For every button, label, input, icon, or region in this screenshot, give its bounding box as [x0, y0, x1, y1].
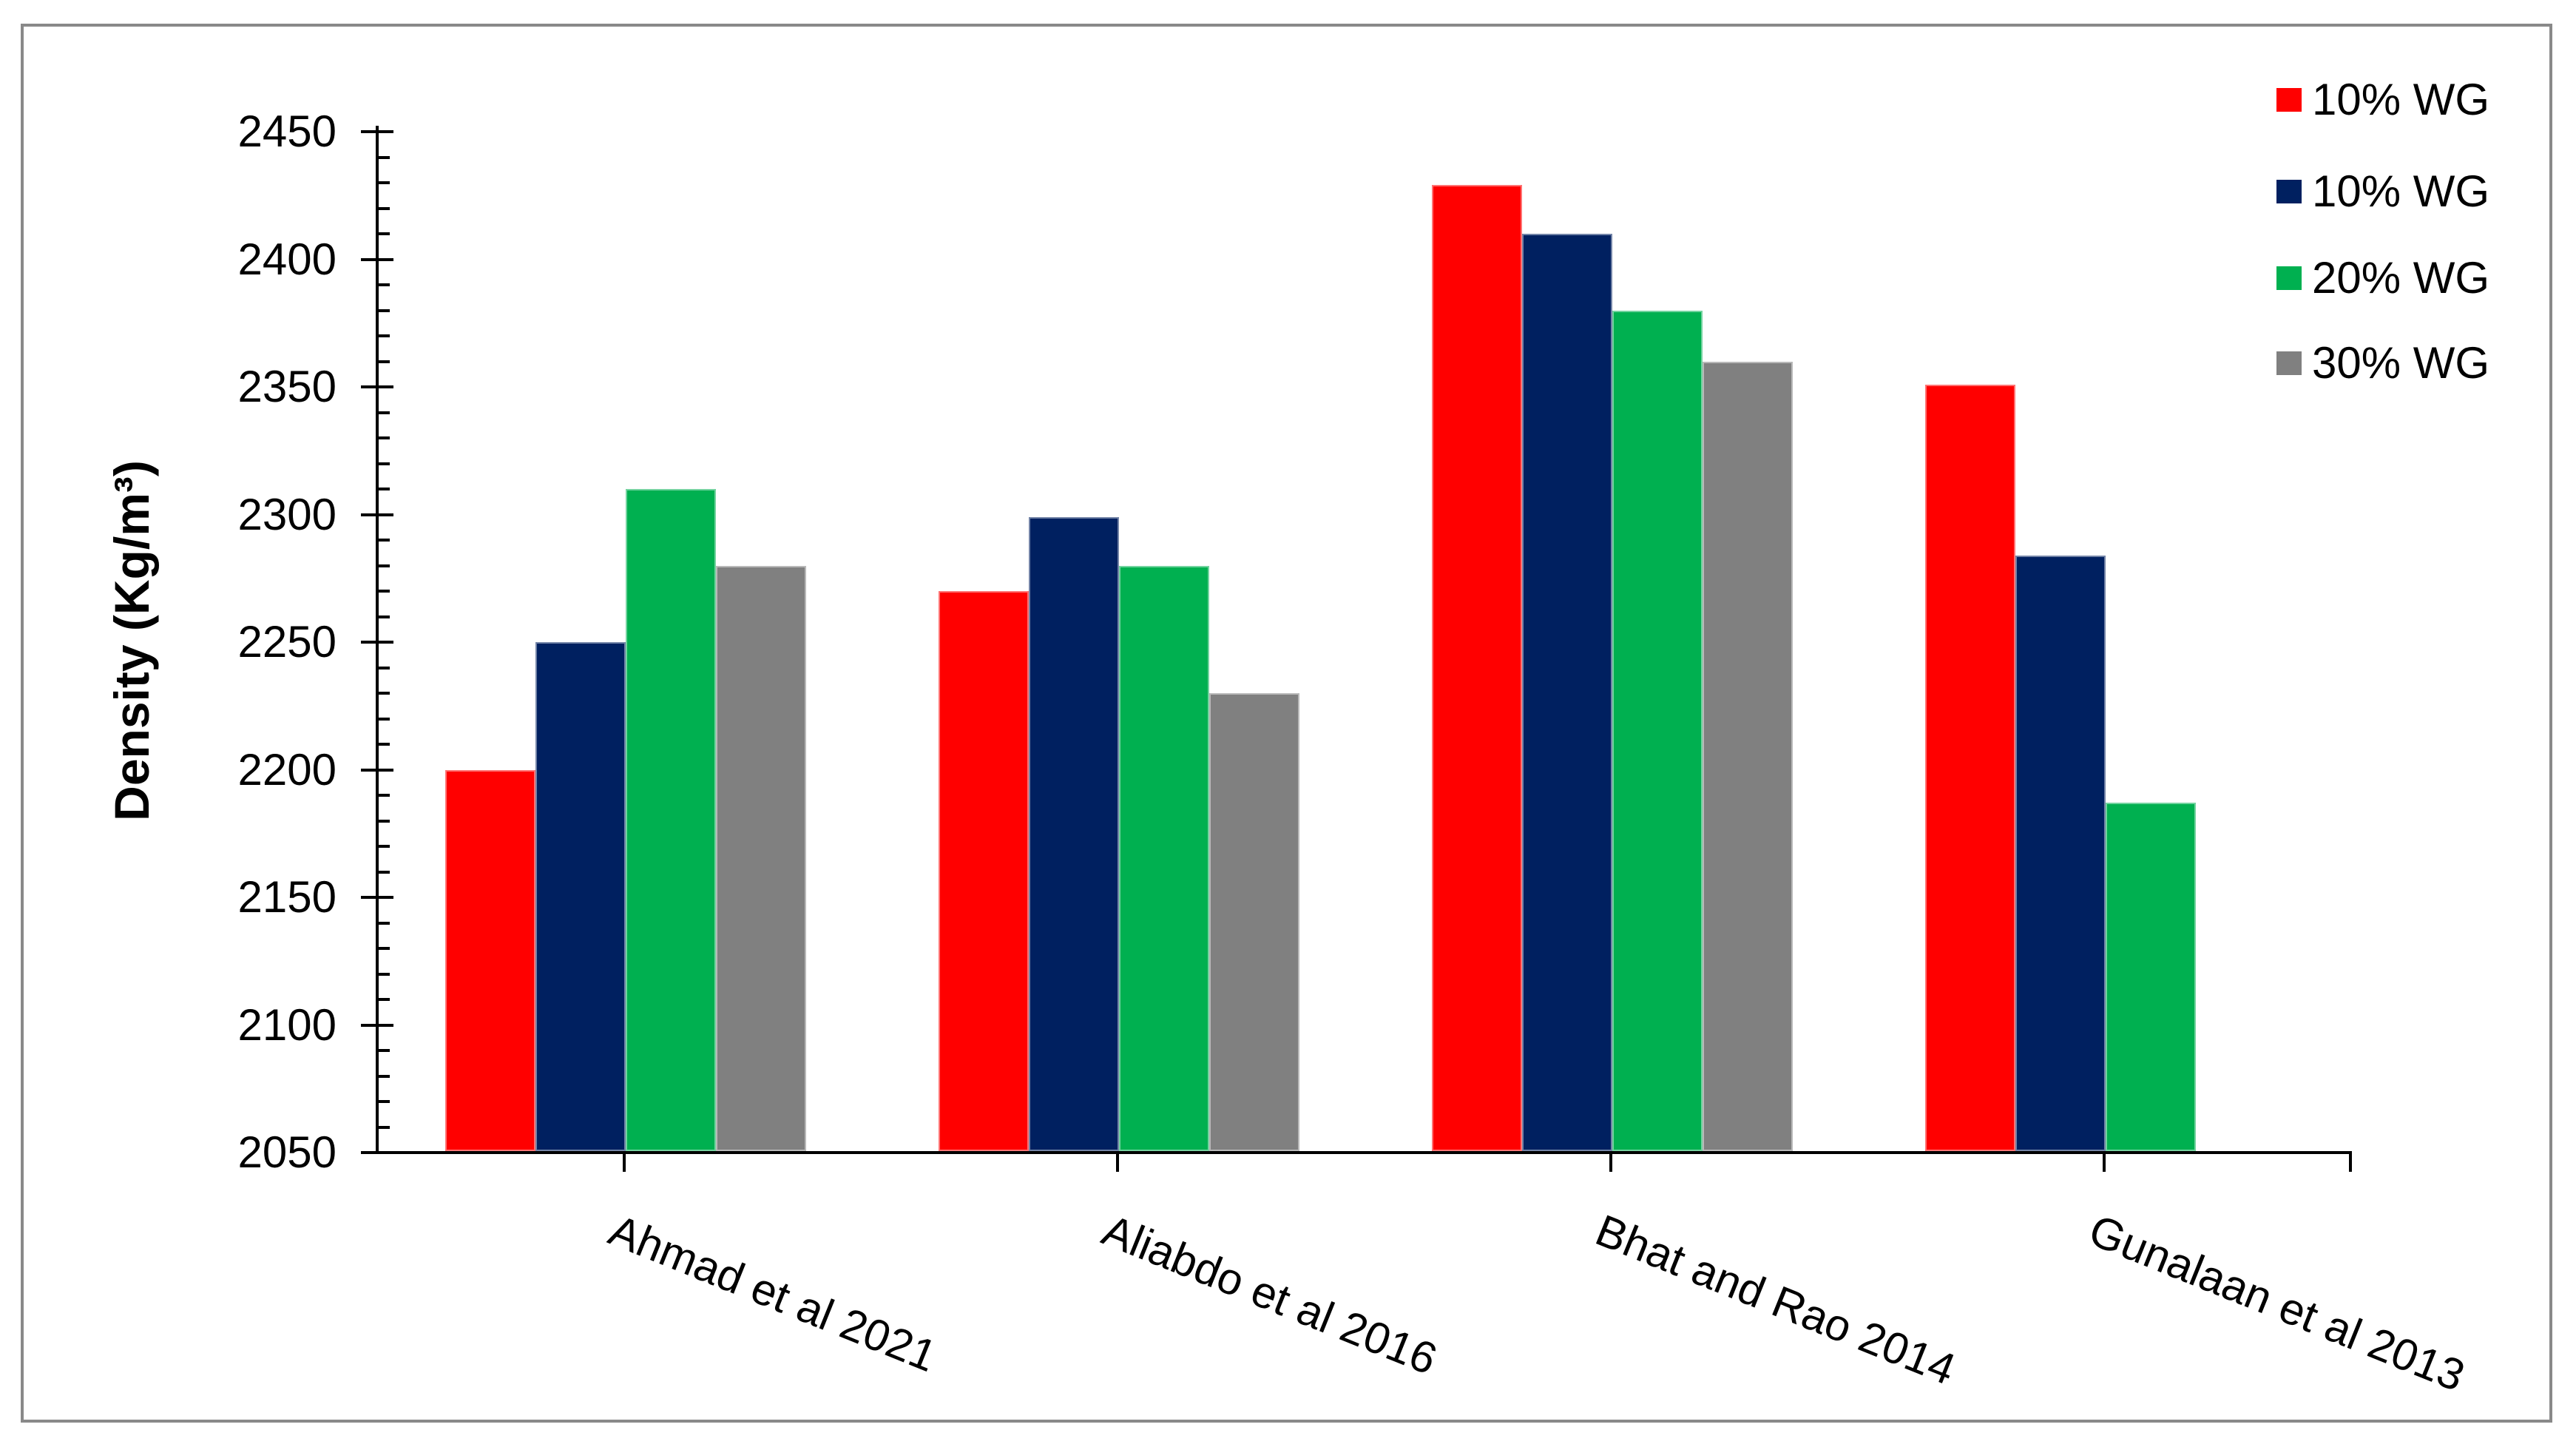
y-axis-line	[376, 126, 379, 1154]
bar-series2-cat1	[535, 642, 626, 1151]
bar-series4-cat1	[716, 565, 806, 1151]
y-major-tick	[361, 257, 393, 261]
y-minor-tick	[377, 692, 390, 695]
y-minor-tick	[377, 1100, 390, 1103]
y-minor-tick	[377, 283, 390, 286]
y-major-tick	[361, 385, 393, 388]
legend-swatch	[2276, 88, 2302, 112]
x-axis-line	[376, 1151, 2352, 1154]
y-tick-label: 2300	[237, 489, 337, 539]
bar-series1-cat4	[1925, 384, 2015, 1151]
bar-series3-cat2	[1119, 565, 1209, 1151]
bar-series3-cat4	[2106, 803, 2196, 1151]
y-minor-tick	[377, 181, 390, 184]
y-tick-label: 2450	[237, 107, 337, 156]
y-major-tick	[361, 768, 393, 772]
y-minor-tick	[377, 743, 390, 746]
x-axis-end-tick	[2349, 1153, 2352, 1172]
legend-swatch	[2276, 351, 2302, 375]
y-major-tick	[361, 1023, 393, 1027]
y-minor-tick	[377, 794, 390, 797]
y-major-tick	[361, 896, 393, 899]
legend-label: 10% WG	[2312, 166, 2490, 216]
legend-swatch	[2276, 266, 2302, 290]
legend-label: 20% WG	[2312, 253, 2490, 303]
y-major-tick	[361, 513, 393, 516]
y-tick-label: 2250	[237, 617, 337, 667]
figure-border	[21, 24, 2552, 1423]
y-minor-tick	[377, 590, 390, 593]
x-tick	[622, 1153, 626, 1172]
y-tick-label: 2350	[237, 362, 337, 411]
y-minor-tick	[377, 334, 390, 337]
bar-series1-cat1	[445, 769, 535, 1151]
y-minor-tick	[377, 360, 390, 363]
bar-series2-cat2	[1029, 516, 1119, 1151]
y-minor-tick	[377, 564, 390, 567]
y-minor-tick	[377, 1125, 390, 1129]
y-minor-tick	[377, 921, 390, 925]
y-minor-tick	[377, 488, 390, 490]
bar-series3-cat1	[626, 489, 716, 1151]
bar-series2-cat3	[1522, 234, 1612, 1151]
y-minor-tick	[377, 232, 390, 235]
y-tick-label: 2150	[237, 872, 337, 922]
x-tick	[1115, 1153, 1119, 1172]
y-minor-tick	[377, 819, 390, 823]
y-tick-label: 2400	[237, 234, 337, 284]
y-minor-tick	[377, 462, 390, 465]
y-tick-label: 2200	[237, 744, 337, 795]
bar-series3-cat3	[1612, 310, 1703, 1151]
y-minor-tick	[377, 411, 390, 414]
y-axis-title: Density (Kg/m³)	[104, 460, 159, 821]
y-minor-tick	[377, 666, 390, 669]
y-minor-tick	[377, 1074, 390, 1078]
x-tick	[1609, 1153, 1612, 1172]
bar-series1-cat2	[939, 591, 1029, 1151]
y-tick-label: 2100	[237, 999, 337, 1050]
bar-series4-cat2	[1209, 693, 1299, 1151]
y-minor-tick	[377, 155, 390, 159]
y-major-tick	[361, 130, 393, 133]
legend-label: 30% WG	[2312, 338, 2490, 388]
y-minor-tick	[377, 717, 390, 721]
legend-label: 10% WG	[2312, 75, 2490, 124]
y-major-tick	[361, 641, 393, 644]
bar-series1-cat3	[1432, 185, 1522, 1151]
y-minor-tick	[377, 870, 390, 874]
x-tick	[2102, 1153, 2106, 1172]
y-minor-tick	[377, 998, 390, 1001]
y-minor-tick	[377, 436, 390, 439]
y-minor-tick	[377, 972, 390, 976]
y-minor-tick	[377, 539, 390, 542]
y-major-tick	[361, 1151, 393, 1154]
y-minor-tick	[377, 947, 390, 950]
bar-series2-cat4	[2015, 555, 2106, 1151]
bar-series4-cat3	[1703, 361, 1793, 1151]
y-minor-tick	[377, 845, 390, 848]
y-minor-tick	[377, 206, 390, 210]
y-minor-tick	[377, 1049, 390, 1052]
y-minor-tick	[377, 308, 390, 312]
y-minor-tick	[377, 615, 390, 618]
legend-swatch	[2276, 180, 2302, 203]
y-tick-label: 2050	[237, 1127, 337, 1177]
